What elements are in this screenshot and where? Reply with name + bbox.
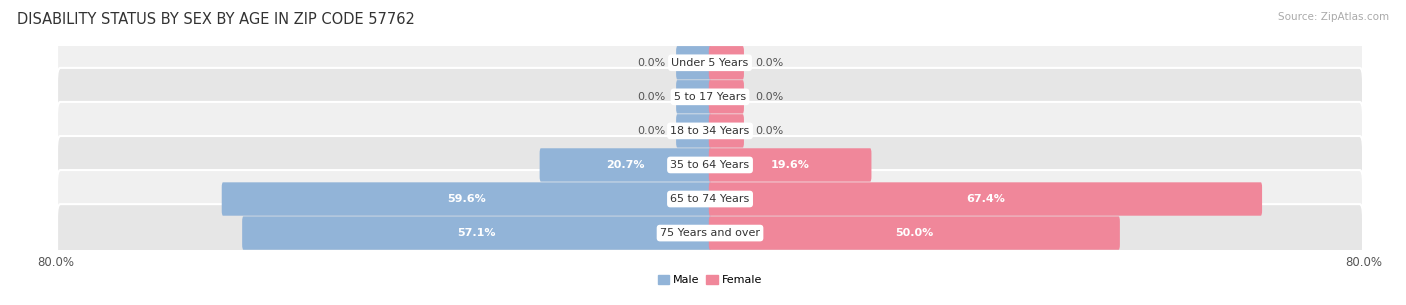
Text: 35 to 64 Years: 35 to 64 Years <box>671 160 749 170</box>
Text: 50.0%: 50.0% <box>896 228 934 238</box>
Text: 0.0%: 0.0% <box>637 58 665 68</box>
FancyBboxPatch shape <box>58 102 1362 160</box>
FancyBboxPatch shape <box>58 68 1362 126</box>
Text: 59.6%: 59.6% <box>447 194 486 204</box>
FancyBboxPatch shape <box>709 46 744 80</box>
Text: 18 to 34 Years: 18 to 34 Years <box>671 126 749 136</box>
Text: DISABILITY STATUS BY SEX BY AGE IN ZIP CODE 57762: DISABILITY STATUS BY SEX BY AGE IN ZIP C… <box>17 12 415 27</box>
Text: 0.0%: 0.0% <box>755 126 783 136</box>
Text: 75 Years and over: 75 Years and over <box>659 228 761 238</box>
FancyBboxPatch shape <box>58 170 1362 228</box>
FancyBboxPatch shape <box>709 216 1119 250</box>
Legend: Male, Female: Male, Female <box>654 270 766 289</box>
FancyBboxPatch shape <box>222 182 711 216</box>
Text: 57.1%: 57.1% <box>457 228 496 238</box>
FancyBboxPatch shape <box>709 114 744 148</box>
Text: 0.0%: 0.0% <box>755 58 783 68</box>
FancyBboxPatch shape <box>242 216 711 250</box>
FancyBboxPatch shape <box>540 148 711 182</box>
Text: 0.0%: 0.0% <box>637 126 665 136</box>
FancyBboxPatch shape <box>58 34 1362 92</box>
FancyBboxPatch shape <box>58 204 1362 262</box>
Text: 5 to 17 Years: 5 to 17 Years <box>673 92 747 102</box>
FancyBboxPatch shape <box>709 80 744 113</box>
FancyBboxPatch shape <box>676 46 711 80</box>
Text: Source: ZipAtlas.com: Source: ZipAtlas.com <box>1278 12 1389 22</box>
FancyBboxPatch shape <box>676 114 711 148</box>
FancyBboxPatch shape <box>58 136 1362 194</box>
Text: 19.6%: 19.6% <box>770 160 810 170</box>
FancyBboxPatch shape <box>709 182 1263 216</box>
FancyBboxPatch shape <box>709 148 872 182</box>
Text: 67.4%: 67.4% <box>966 194 1005 204</box>
FancyBboxPatch shape <box>676 80 711 113</box>
Text: 0.0%: 0.0% <box>755 92 783 102</box>
Text: Under 5 Years: Under 5 Years <box>672 58 748 68</box>
Text: 0.0%: 0.0% <box>637 92 665 102</box>
Text: 20.7%: 20.7% <box>606 160 645 170</box>
Text: 65 to 74 Years: 65 to 74 Years <box>671 194 749 204</box>
